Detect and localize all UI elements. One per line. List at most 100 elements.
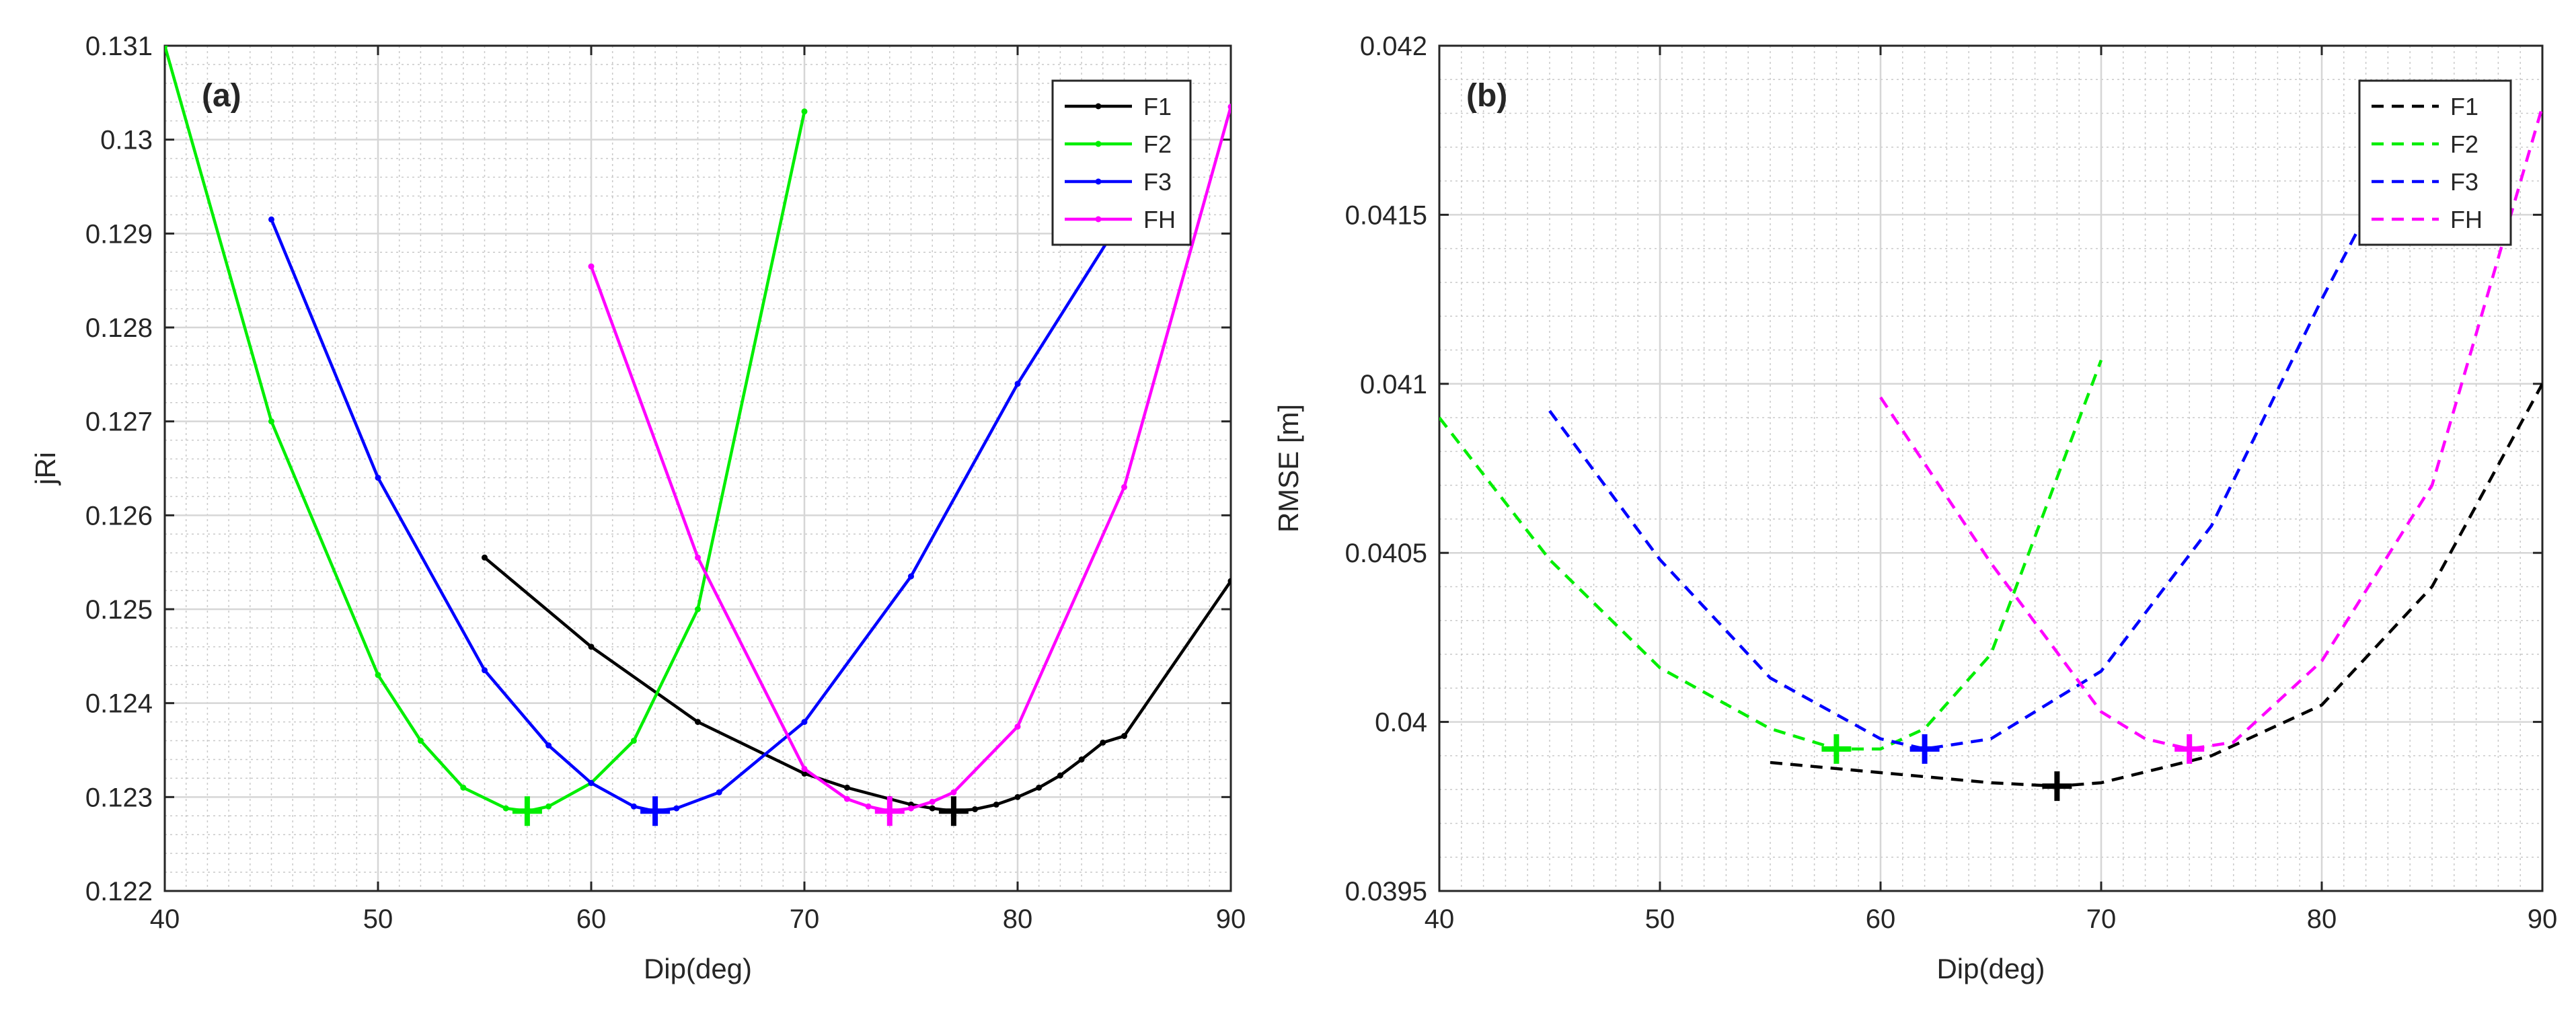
data-point-F1 xyxy=(1078,756,1085,763)
data-point-F1 xyxy=(1014,793,1021,800)
x-tick-label: 70 xyxy=(790,904,820,934)
data-point-F2 xyxy=(801,108,808,115)
data-point-FH xyxy=(908,805,914,812)
data-point-F1 xyxy=(1036,784,1043,791)
y-axis-label: RMSE [m] xyxy=(1273,404,1304,533)
data-point-F3 xyxy=(630,803,637,810)
x-axis-label: Dip(deg) xyxy=(644,953,752,984)
y-tick-label: 0.04 xyxy=(1375,708,1427,738)
data-point-FH xyxy=(588,263,595,270)
y-tick-label: 0.126 xyxy=(85,501,153,531)
data-point-F2 xyxy=(375,672,381,678)
x-tick-label: 60 xyxy=(1866,904,1896,934)
series-line-F3 xyxy=(1548,214,2367,751)
data-point-F2 xyxy=(268,418,274,425)
data-point-F1 xyxy=(588,644,595,650)
y-tick-label: 0.0395 xyxy=(1345,877,1427,906)
y-tick-label: 0.124 xyxy=(85,689,153,719)
data-point-FH xyxy=(950,789,957,795)
legend-marker-F2 xyxy=(1095,141,1102,147)
data-point-F1 xyxy=(1227,578,1231,584)
data-point-F1 xyxy=(972,806,979,812)
data-point-F1 xyxy=(482,554,488,561)
y-tick-label: 0.122 xyxy=(85,877,153,906)
data-point-F3 xyxy=(268,216,274,223)
x-tick-label: 60 xyxy=(576,904,607,934)
legend-label-F1: F1 xyxy=(1143,93,1172,120)
data-point-F3 xyxy=(1014,381,1021,387)
panel-a: 40 50 60 70 80 90 0.122 0.123 0.124 0.125 0.126 0.1… xyxy=(30,32,1246,984)
x-tick-label: 90 xyxy=(1216,904,1246,934)
data-point-FH xyxy=(801,765,808,772)
legend-box xyxy=(1051,79,1192,246)
panel-label: (a) xyxy=(202,78,241,114)
x-tick-label: 70 xyxy=(2086,904,2117,934)
legend-marker-F1 xyxy=(1095,103,1102,110)
y-tick-label: 0.123 xyxy=(85,783,153,812)
data-point-FH xyxy=(865,803,872,810)
data-point-F1 xyxy=(695,719,701,726)
x-tick-label: 80 xyxy=(2307,904,2337,934)
y-tick-label: 0.042 xyxy=(1360,32,1427,61)
legend-label-F2: F2 xyxy=(1143,130,1172,158)
x-tick-label: 90 xyxy=(2528,904,2558,934)
data-point-F1 xyxy=(1057,772,1063,779)
data-point-F3 xyxy=(716,789,722,795)
data-point-F1 xyxy=(801,770,808,777)
data-point-FH xyxy=(695,554,701,561)
data-point-F3 xyxy=(482,667,488,674)
data-point-FH xyxy=(1227,104,1231,110)
y-axis-label: jRi xyxy=(30,452,61,486)
data-point-FH xyxy=(1014,724,1021,730)
data-point-F2 xyxy=(417,738,424,744)
data-point-F3 xyxy=(375,474,381,481)
x-tick-label: 80 xyxy=(1003,904,1033,934)
x-axis-label: Dip(deg) xyxy=(1936,953,2045,984)
legend: F1 F2 F3 FH xyxy=(1051,79,1192,246)
data-point-F2 xyxy=(545,803,552,810)
data-point-F2 xyxy=(460,784,467,791)
data-point-F1 xyxy=(929,805,936,812)
data-point-F3 xyxy=(545,742,552,749)
data-point-F1 xyxy=(1100,739,1106,746)
y-tick-label: 0.0415 xyxy=(1345,200,1427,230)
data-point-F3 xyxy=(908,573,914,580)
data-point-F1 xyxy=(993,802,999,808)
axes-box xyxy=(163,44,1232,892)
x-tick-label: 40 xyxy=(1425,904,1455,934)
legend-label-FH: FH xyxy=(2450,206,2483,233)
legend: F1 F2 F3 FH xyxy=(2358,79,2512,246)
x-tick-label: 50 xyxy=(363,904,393,934)
y-tick-label: 0.13 xyxy=(100,126,153,155)
y-tick-label: 0.125 xyxy=(85,595,153,625)
legend-label-F3: F3 xyxy=(1143,168,1172,196)
panel-label: (b) xyxy=(1466,78,1507,114)
y-tick-label: 0.129 xyxy=(85,219,153,249)
legend-label-F3: F3 xyxy=(2450,168,2478,196)
data-point-F3 xyxy=(588,779,595,786)
data-point-F2 xyxy=(502,805,509,812)
data-point-FH xyxy=(929,798,936,805)
x-tick-label: 50 xyxy=(1645,904,1675,934)
data-point-F2 xyxy=(695,606,701,613)
legend-label-FH: FH xyxy=(1143,206,1176,233)
y-tick-label: 0.041 xyxy=(1360,370,1427,399)
series-group xyxy=(165,46,1231,826)
data-point-F1 xyxy=(1121,733,1127,740)
legend-box xyxy=(2358,79,2512,246)
data-point-F2 xyxy=(630,738,637,744)
legend-label-F2: F2 xyxy=(2450,130,2478,158)
x-tick-label: 40 xyxy=(150,904,180,934)
series-line-F1 xyxy=(1770,383,2542,788)
legend-marker-FH xyxy=(1095,216,1102,223)
data-point-FH xyxy=(1121,483,1127,490)
data-point-F2 xyxy=(165,46,168,49)
y-tick-label: 0.127 xyxy=(85,407,153,437)
data-point-F3 xyxy=(673,805,680,812)
series-group xyxy=(1439,106,2542,802)
data-point-F1 xyxy=(843,784,850,791)
panel-b: 40 50 60 70 80 90 0.0395 0.04 0.0405 0.041 0.0415 0… xyxy=(1273,32,2557,984)
legend-label-F1: F1 xyxy=(2450,93,2478,120)
axes-box xyxy=(1438,44,2544,892)
